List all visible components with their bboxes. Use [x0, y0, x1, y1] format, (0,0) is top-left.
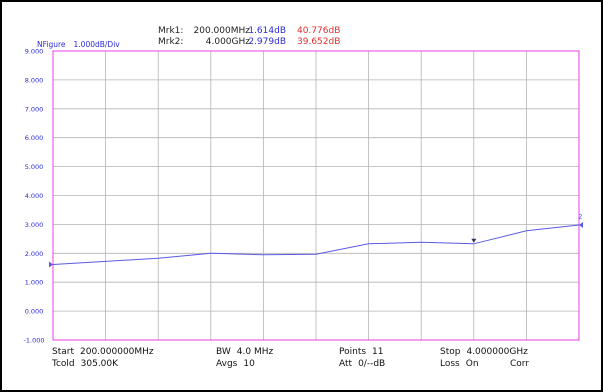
y-tick-label: 8.000 [25, 76, 44, 84]
marker-triangle [49, 261, 53, 268]
bandwidth-setting: BW 4.0 MHz [216, 347, 273, 357]
y-tick-label: 1.000 [25, 279, 44, 287]
y-tick-label: 9.000 [25, 48, 44, 56]
noise-figure-trace [52, 224, 580, 265]
measurement-parameter: NFigure [37, 40, 66, 49]
start-setting: Start 200.000000MHz [52, 347, 154, 357]
marker-triangle [471, 238, 477, 243]
start-value: 200.000000MHz [80, 347, 154, 357]
y-tick-label: 3.000 [25, 221, 44, 229]
scale-per-division: 1.000dB/Div [73, 40, 120, 49]
attenuation-setting: Att 0/--dB [339, 359, 385, 369]
correction-setting: Corr [510, 359, 529, 369]
start-label: Start [52, 347, 74, 357]
points-label: Points [339, 347, 367, 357]
plot-border [52, 50, 580, 341]
marker2-label: Mrk2: [158, 37, 184, 47]
averages-label: Avgs [216, 359, 238, 369]
tcold-label: Tcold [52, 359, 75, 369]
correction-label: Corr [510, 359, 530, 369]
attenuation-label: Att [339, 359, 353, 369]
marker-readout: Mrk1: 200.000MHz 1.614dB 40.776dB Mrk2: … [0, 0, 603, 48]
y-tick-label: -1.000 [24, 337, 45, 345]
y-tick-label: 4.000 [25, 192, 44, 200]
loss-setting: Loss On [440, 359, 479, 369]
marker1-noise-figure: 1.614dB [248, 26, 286, 36]
marker2-noise-figure: 2.979dB [248, 37, 286, 47]
marker2-gain: 39.652dB [297, 37, 341, 47]
tcold-value: 305.00K [80, 359, 119, 369]
points-value: 11 [372, 347, 384, 357]
averages-setting: Avgs 10 [216, 359, 255, 369]
stop-setting: Stop 4.000000GHz [440, 347, 528, 357]
y-tick-label: 6.000 [25, 134, 44, 142]
marker1-label: Mrk1: [158, 26, 184, 36]
marker-triangle [579, 222, 583, 229]
y-tick-label: 7.000 [25, 105, 44, 113]
bandwidth-label: BW [216, 347, 231, 357]
scale-label: NFigure 1.000dB/Div [37, 40, 128, 49]
y-tick-label: 0.000 [25, 308, 44, 316]
marker1-gain: 40.776dB [297, 26, 341, 36]
stop-value: 4.000000GHz [466, 347, 528, 357]
y-tick-label: 2.000 [25, 250, 44, 258]
bandwidth-value: 4.0 MHz [236, 347, 274, 357]
loss-label: Loss [440, 359, 460, 369]
marker2-frequency: 4.000GHz [205, 37, 250, 47]
y-tick-label: 5.000 [25, 163, 44, 171]
marker1-frequency: 200.000MHz [193, 26, 250, 36]
settings-footer: Start 200.000000MHz Tcold 305.00K BW 4.0 MH… [0, 340, 603, 390]
averages-value: 10 [243, 359, 255, 369]
tcold-setting: Tcold 305.00K [52, 359, 118, 369]
marker-number-label: 2 [578, 213, 582, 221]
loss-value: On [465, 359, 479, 369]
attenuation-value: 0/--dB [358, 359, 386, 369]
points-setting: Points 11 [339, 347, 384, 357]
stop-label: Stop [440, 347, 461, 357]
